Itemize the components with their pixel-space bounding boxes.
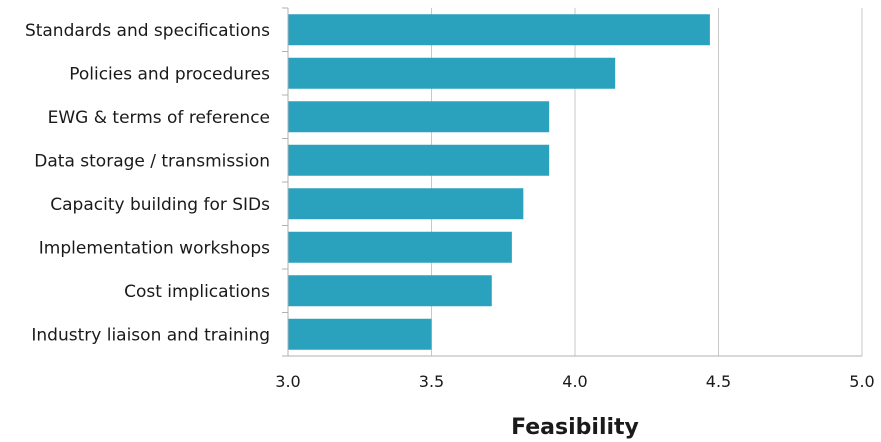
x-axis-title: Feasibility (511, 415, 639, 440)
x-tick-label: 4.0 (562, 372, 587, 391)
x-tick-label: 3.5 (419, 372, 444, 391)
bar (288, 318, 432, 350)
category-label: Capacity building for SIDs (50, 195, 270, 215)
x-tick-labels: 3.0 3.5 4.0 4.5 5.0 (275, 372, 874, 391)
category-label: Data storage / transmission (34, 151, 270, 171)
bar (288, 188, 524, 220)
x-tick-label: 4.5 (706, 372, 731, 391)
category-label: EWG & terms of reference (48, 108, 270, 128)
bar (288, 57, 616, 89)
category-label: Policies and procedures (69, 64, 270, 84)
category-labels: Standards and specifications Policies and… (25, 21, 270, 346)
category-label: Implementation workshops (39, 238, 270, 258)
category-label: Cost implications (124, 282, 270, 302)
x-tick-label: 5.0 (849, 372, 874, 391)
bar (288, 275, 492, 307)
category-label: Standards and specifications (25, 21, 270, 41)
bars (288, 14, 710, 350)
bar (288, 101, 550, 133)
x-tick-label: 3.0 (275, 372, 300, 391)
bar (288, 14, 710, 46)
category-label: Industry liaison and training (31, 325, 270, 345)
bar (288, 144, 550, 176)
axes (282, 7, 862, 357)
bar (288, 231, 512, 263)
